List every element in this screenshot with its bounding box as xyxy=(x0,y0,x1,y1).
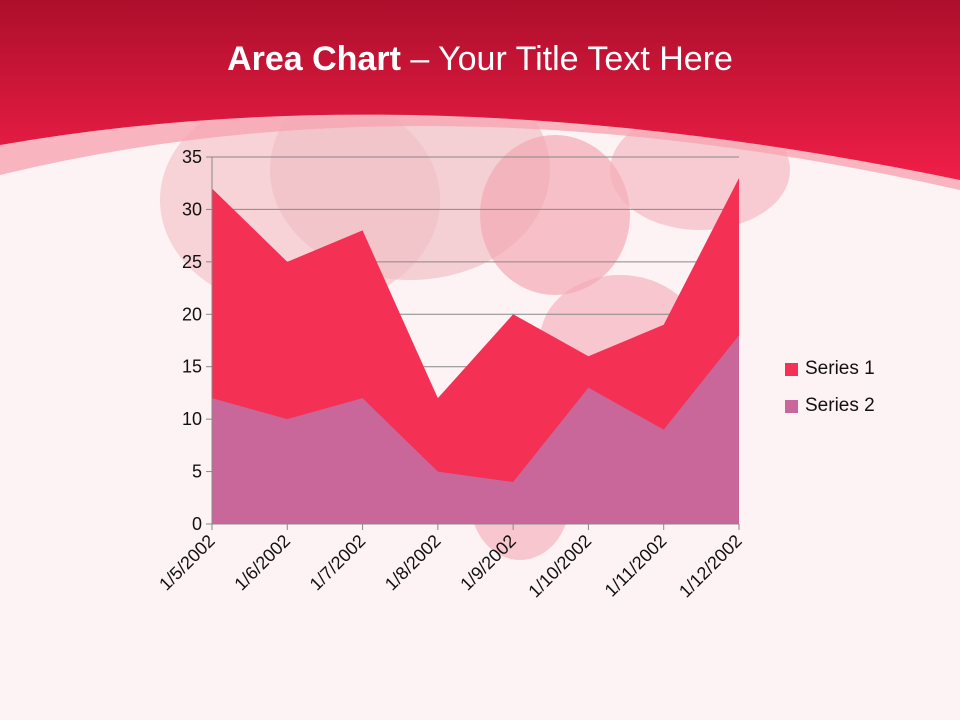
x-tick-label: 1/5/2002 xyxy=(155,531,219,595)
legend-swatch xyxy=(785,399,798,413)
x-tick-label: 1/8/2002 xyxy=(381,531,445,595)
y-tick-label: 20 xyxy=(182,304,202,324)
y-tick-label: 30 xyxy=(182,199,202,219)
area-series-2 xyxy=(212,335,739,524)
header-band xyxy=(0,0,960,180)
y-tick-label: 0 xyxy=(192,514,202,534)
title-rest: – Your Title Text Here xyxy=(400,40,733,78)
y-tick-label: 25 xyxy=(182,252,202,272)
legend-label: Series 2 xyxy=(805,395,875,416)
x-tick-label: 1/6/2002 xyxy=(230,531,294,595)
legend-item-series-2: Series 2 xyxy=(785,395,875,417)
x-tick-label: 1/7/2002 xyxy=(306,531,370,595)
legend-swatch xyxy=(785,362,798,376)
x-tick-label: 1/10/2002 xyxy=(524,531,595,602)
legend-label: Series 1 xyxy=(805,358,875,379)
y-tick-label: 5 xyxy=(192,462,202,482)
slide-title: Area Chart – Your Title Text Here xyxy=(0,40,960,79)
x-tick-label: 1/11/2002 xyxy=(601,531,671,601)
title-bold: Area Chart xyxy=(227,40,401,78)
y-tick-label: 10 xyxy=(182,409,202,429)
x-tick-label: 1/9/2002 xyxy=(456,531,520,595)
x-tick-label: 1/12/2002 xyxy=(675,531,746,602)
legend-item-series-1: Series 1 xyxy=(785,358,875,380)
y-tick-label: 35 xyxy=(182,147,202,167)
y-tick-label: 15 xyxy=(182,357,202,377)
